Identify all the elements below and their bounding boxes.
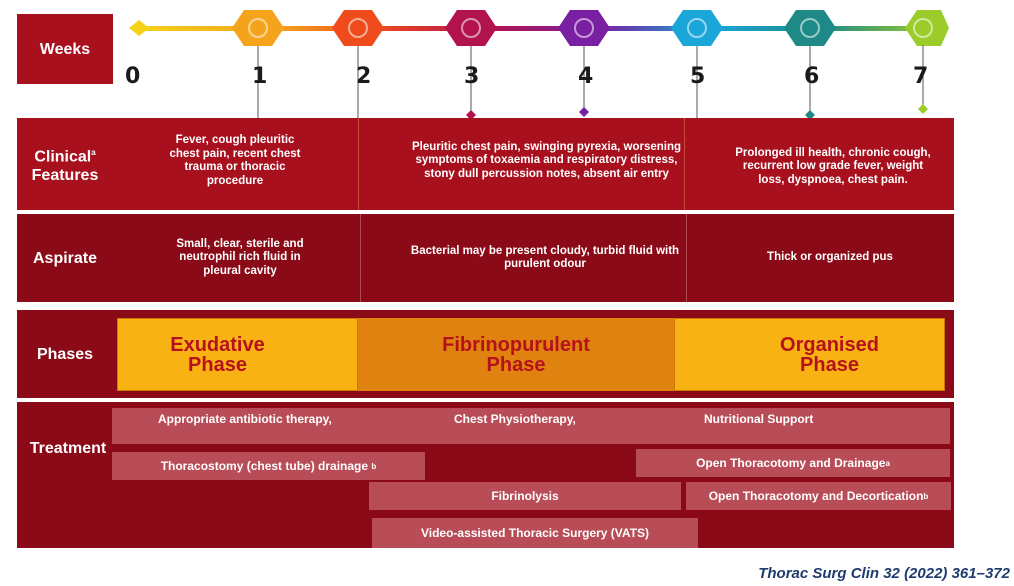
treatment-chest-tube-footnote: b [371, 461, 377, 471]
weeks-row-label: Weeks [17, 14, 113, 84]
clinical-divider-1 [358, 118, 359, 210]
phase-organised-name: Organised [780, 333, 879, 356]
treatment-decortication: Open Thoracotomy and Decortication [708, 489, 924, 503]
treatment-fibrinolysis-bar: Fibrinolysis [369, 482, 681, 510]
timeline-week-dot-7 [913, 18, 933, 38]
aspirate-organised: Thick or organized pus [767, 251, 893, 264]
phase-exudative-suffix: Phase [188, 353, 247, 376]
citation: Thorac Surg Clin 32 (2022) 361–372 [758, 565, 1010, 582]
aspirate-divider-2 [686, 214, 687, 302]
clinical-footnote: a [91, 147, 96, 157]
phase-organised: Organised Phase [674, 318, 945, 391]
timeline-week-dot-4 [574, 18, 594, 38]
week-7: 7 [913, 64, 929, 89]
week-2: 2 [356, 64, 372, 89]
phases-label: Phases [36, 345, 94, 363]
treatment-fibrinolysis: Fibrinolysis [491, 489, 559, 503]
treatment-vats: Video-assisted Thoracic Surgery (VATS) [420, 526, 650, 540]
timeline-week-dot-3 [461, 18, 481, 38]
treatment-open-drainage: Open Thoracotomy and Drainage [696, 456, 886, 470]
timeline-week-dot-2 [348, 18, 368, 38]
timeline-week-dot-5 [687, 18, 707, 38]
timeline-week-dot-1 [248, 18, 268, 38]
treatment-open-drainage-footnote: a [885, 458, 890, 468]
aspirate-divider-1 [360, 214, 361, 302]
clinical-band [17, 118, 954, 210]
treatment-physio: Chest Physiotherapy, [454, 412, 576, 426]
treatment-decortication-bar: Open Thoracotomy and Decortication b [686, 482, 951, 510]
phase-fibrinopurulent-suffix: Phase [486, 353, 546, 376]
aspirate-exudative: Small, clear, sterile and neutrophil ric… [176, 237, 304, 277]
treatment-bar-top: Appropriate antibiotic therapy, Chest Ph… [112, 408, 950, 444]
aspirate-label: Aspirate [32, 249, 98, 267]
treatment-label: Treatment [29, 439, 107, 457]
aspirate-fibrinopurulent: Bacterial may be present cloudy, turbid … [410, 244, 680, 271]
timeline-tick-marker-7 [918, 104, 928, 114]
treatment-chest-tube: Thoracostomy (chest tube) drainage [160, 459, 369, 473]
treatment-open-drainage-bar: Open Thoracotomy and Drainage a [636, 449, 950, 477]
phase-organised-suffix: Phase [800, 353, 859, 376]
timeline-line [135, 26, 935, 31]
timeline-start-marker [129, 20, 149, 36]
timeline-tick-marker-4 [579, 107, 589, 117]
week-0: 0 [125, 64, 141, 89]
phase-exudative-name: Exudative [170, 333, 265, 356]
week-6: 6 [804, 64, 820, 89]
week-5: 5 [690, 64, 706, 89]
treatment-vats-bar: Video-assisted Thoracic Surgery (VATS) [372, 518, 698, 548]
weeks-label: Weeks [39, 40, 91, 58]
timeline-tick-marker-6 [805, 110, 815, 120]
clinical-exudative: Fever, cough pleuritic chest pain, recen… [169, 134, 301, 187]
phases-row-label: Phases [17, 310, 113, 398]
treatment-row-label: Treatment [20, 430, 116, 466]
clinical-label: Clinical [34, 148, 92, 166]
treatment-chest-tube-bar: Thoracostomy (chest tube) drainage b [112, 452, 425, 480]
week-4: 4 [578, 64, 594, 89]
clinical-features-label: Clinicala Features [17, 118, 113, 210]
timeline-tick-marker-3 [466, 110, 476, 120]
clinical-fibrinopurulent: Pleuritic chest pain, swinging pyrexia, … [411, 140, 682, 180]
aspirate-row-label: Aspirate [17, 214, 113, 302]
week-3: 3 [464, 64, 480, 89]
clinical-organised: Prolonged ill health, chronic cough, rec… [735, 146, 931, 186]
clinical-divider-2 [684, 118, 685, 210]
treatment-decortication-footnote: b [923, 491, 929, 501]
week-1: 1 [252, 64, 268, 89]
phase-fibrinopurulent: Fibrinopurulent Phase [358, 318, 674, 391]
phase-exudative: Exudative Phase [117, 318, 358, 391]
phase-fibrinopurulent-name: Fibrinopurulent [442, 333, 590, 356]
treatment-nutrition: Nutritional Support [704, 412, 814, 426]
treatment-antibiotic: Appropriate antibiotic therapy, [158, 412, 332, 426]
timeline-week-dot-6 [800, 18, 820, 38]
features-label: Features [31, 167, 99, 185]
timeline [129, 10, 949, 120]
aspirate-band [17, 214, 954, 302]
